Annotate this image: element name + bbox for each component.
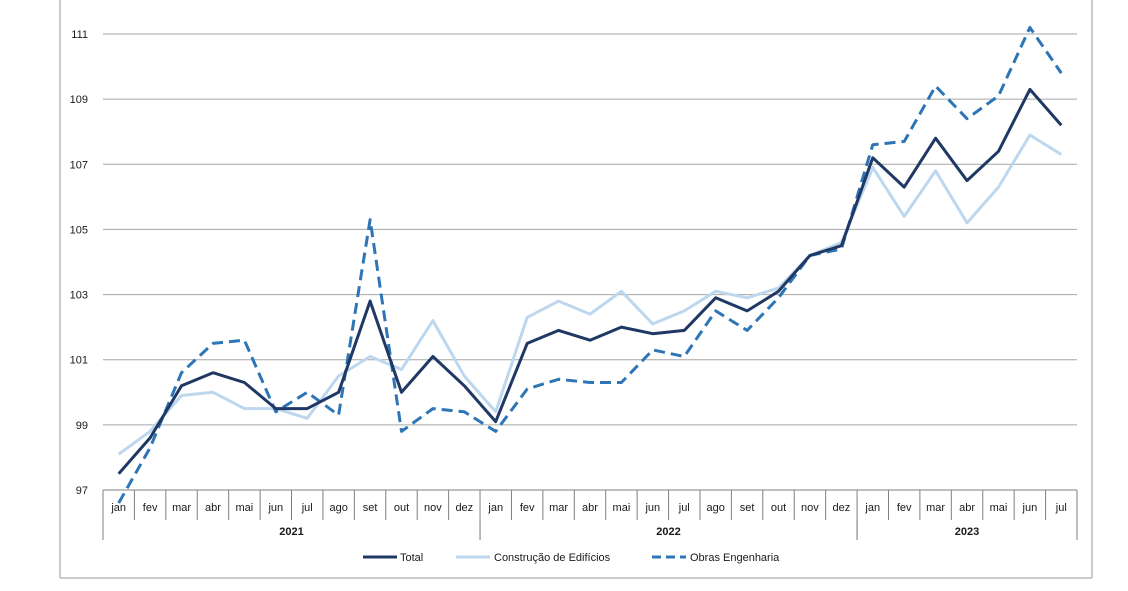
x-tick-label-nov: nov <box>801 502 819 514</box>
x-tick-label-dez: dez <box>455 502 473 514</box>
series-lines <box>117 26 1063 504</box>
x-tick-label-abr: abr <box>959 502 975 514</box>
x-tick-label-fev: fev <box>897 502 912 514</box>
x-tick-label-jul: jul <box>1055 502 1067 514</box>
x-tick-label-mar: mar <box>549 502 568 514</box>
y-tick-label-107: 107 <box>70 159 88 171</box>
x-tick-label-mar: mar <box>172 502 191 514</box>
y-tick-label-99: 99 <box>76 420 88 432</box>
x-tick-label-jun: jun <box>1022 502 1038 514</box>
x-tick-label-nov: nov <box>424 502 442 514</box>
x-tick-label-jul: jul <box>301 502 313 514</box>
year-label-2023: 2023 <box>955 526 979 538</box>
gridlines <box>103 33 1077 426</box>
x-tick-label-jan: jan <box>487 502 503 514</box>
series-line-total <box>117 87 1063 475</box>
x-tick-label-jan: jan <box>864 502 880 514</box>
x-tick-label-fev: fev <box>143 502 158 514</box>
x-tick-label-mar: mar <box>926 502 945 514</box>
y-axis: 97 99 101 103 105 107 109 111 <box>70 29 88 497</box>
x-tick-label-set: set <box>740 502 755 514</box>
x-tick-label-abr: abr <box>582 502 598 514</box>
y-tick-label-109: 109 <box>70 94 88 106</box>
legend-label-obras-engenharia: Obras Engenharia <box>690 552 780 564</box>
x-tick-label-set: set <box>363 502 378 514</box>
x-tick-label-mai: mai <box>990 502 1008 514</box>
x-tick-label-ago: ago <box>329 502 347 514</box>
x-tick-label-ago: ago <box>706 502 724 514</box>
x-tick-label-jul: jul <box>678 502 690 514</box>
y-tick-label-111: 111 <box>71 29 88 41</box>
legend: Total Construção de Edifícios Obras Engenh… <box>363 552 780 564</box>
y-tick-label-97: 97 <box>76 485 88 497</box>
series-line-obras-engenharia <box>117 26 1063 504</box>
x-tick-label-abr: abr <box>205 502 221 514</box>
x-tick-label-fev: fev <box>520 502 535 514</box>
year-label-2022: 2022 <box>656 526 680 538</box>
x-tick-label-mai: mai <box>613 502 631 514</box>
legend-label-constru-o-de-edif-cios: Construção de Edifícios <box>494 552 611 564</box>
x-tick-label-out: out <box>394 502 409 514</box>
y-tick-label-103: 103 <box>70 290 88 302</box>
x-axis: jan fev mar abr mai jun jul ago set out nov dez jan f… <box>102 489 1078 540</box>
x-tick-label-mai: mai <box>236 502 254 514</box>
x-tick-label-jan: jan <box>110 502 126 514</box>
legend-label-total: Total <box>400 552 423 564</box>
year-label-2021: 2021 <box>279 526 303 538</box>
x-tick-label-dez: dez <box>832 502 850 514</box>
x-tick-label-jun: jun <box>267 502 283 514</box>
x-tick-label-out: out <box>771 502 786 514</box>
y-tick-label-101: 101 <box>70 355 88 367</box>
x-tick-label-jun: jun <box>644 502 660 514</box>
y-tick-label-105: 105 <box>70 224 88 236</box>
